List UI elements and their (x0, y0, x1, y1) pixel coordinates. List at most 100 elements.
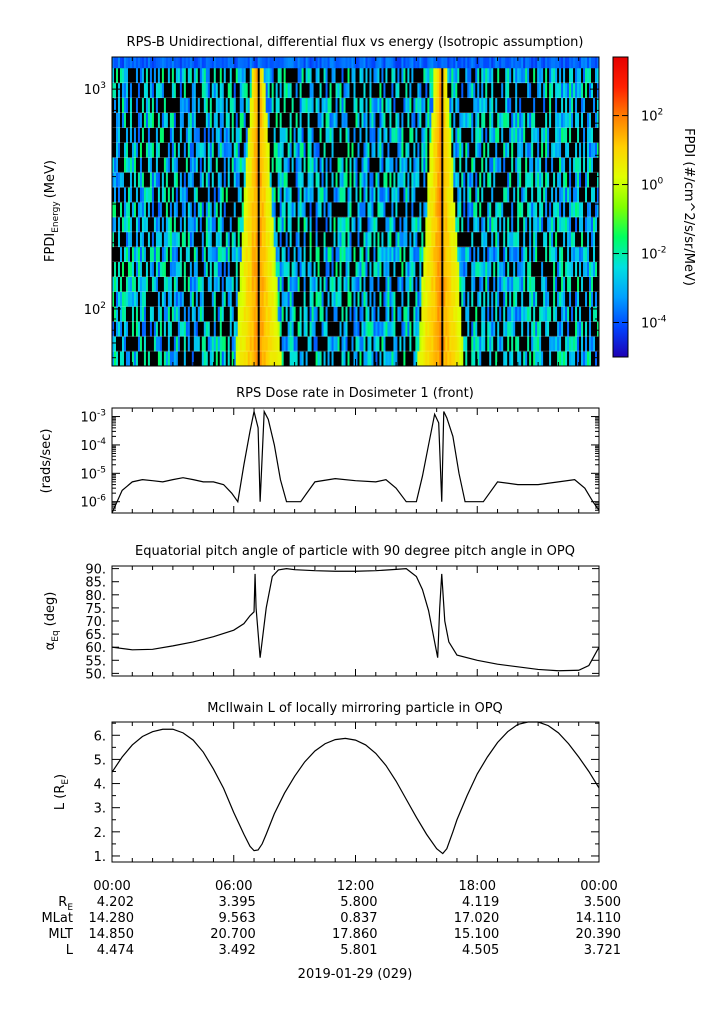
spectrogram-cell (239, 231, 243, 248)
spectrogram-cell (189, 261, 193, 277)
spectrogram-cell (251, 67, 255, 84)
spectrogram-cell (269, 291, 273, 307)
spectrogram-cell (585, 306, 588, 322)
spectrogram-cell (537, 172, 540, 188)
spectrogram-cell (333, 57, 336, 69)
spectrogram-cell (185, 321, 189, 337)
spectrogram-cell (457, 321, 460, 337)
spectrogram-cell (439, 291, 442, 307)
spectrogram-cell (535, 216, 538, 233)
spectrogram-cell (119, 172, 123, 188)
spectrogram-cell (239, 187, 243, 203)
spectrogram-cell (267, 321, 271, 337)
spectrogram-cell (477, 112, 480, 128)
spectrogram-cell (151, 82, 155, 99)
spectrogram-cell (387, 306, 390, 322)
spectrogram-cell (305, 202, 308, 218)
spectrogram-cell (233, 82, 237, 99)
spectrogram-cell (297, 67, 301, 84)
spectrogram-cell (249, 261, 253, 277)
spectrogram-cell (447, 336, 450, 352)
spectrogram-cell (459, 351, 462, 367)
spectrogram-cell (521, 157, 524, 173)
spectrogram-cell (353, 142, 356, 158)
spectrogram-cell (473, 157, 476, 173)
spectrogram-cell (287, 321, 291, 337)
spectrogram-cell (595, 291, 598, 307)
spectrogram-cell (581, 142, 584, 158)
spectrogram-cell (389, 261, 392, 277)
spectrogram-cell (239, 142, 243, 158)
spectrogram-cell (391, 187, 394, 203)
spectrogram-cell (173, 246, 177, 263)
spectrogram-cell (127, 142, 131, 158)
spectrogram-cell (395, 187, 398, 203)
spectrogram-cell (433, 172, 436, 188)
spectrogram-cell (203, 306, 207, 322)
spectrogram-cell (433, 202, 436, 218)
spectrogram-cell (115, 172, 119, 188)
spectrogram-cell (523, 276, 526, 292)
spectrogram-cell (569, 127, 572, 143)
spectrogram-cell (133, 187, 137, 203)
spectrogram-cell (249, 172, 253, 188)
spectrogram-cell (291, 82, 295, 99)
spectrogram-cell (445, 172, 448, 188)
spectrogram-cell (315, 246, 318, 263)
spectrogram-cell (151, 142, 155, 158)
spectrogram-cell (229, 112, 233, 128)
spectrogram-cell (371, 216, 374, 233)
spectrogram-cell (349, 67, 352, 84)
spectrogram-cell (285, 276, 289, 292)
spectrogram-cell (351, 127, 354, 143)
spectrogram-cell (215, 57, 219, 69)
spectrogram-cell (381, 172, 384, 188)
spectrogram-cell (413, 97, 416, 113)
spectrogram-cell (551, 142, 554, 158)
spectrogram-cell (527, 157, 530, 173)
spectrogram-cell (339, 216, 342, 233)
spectrogram-cell (181, 97, 185, 113)
spectrogram-cell (333, 127, 336, 143)
spectrogram-cell (313, 82, 316, 99)
spectrogram-cell (141, 157, 145, 173)
spectrogram-cell (365, 127, 368, 143)
spectrogram-cell (271, 57, 275, 69)
spectrogram-cell (231, 142, 235, 158)
spectrogram-cell (545, 216, 548, 233)
spectrogram-cell (229, 157, 233, 173)
spectrogram-cell (193, 142, 197, 158)
spectrogram-cell (541, 127, 544, 143)
spectrogram-cell (257, 336, 261, 352)
spectrogram-cell (425, 291, 428, 307)
spectrogram-cell (229, 291, 233, 307)
spectrogram-cell (253, 142, 257, 158)
spectrogram-cell (375, 321, 378, 337)
spectrogram-cell (403, 157, 406, 173)
spectrogram-cell (487, 276, 490, 292)
spectrogram-cell (317, 261, 320, 277)
spectrogram-cell (395, 306, 398, 322)
spectrogram-cell (285, 321, 289, 337)
spectrogram-cell (112, 82, 115, 99)
spectrogram-cell (181, 336, 185, 352)
spectrogram-cell (517, 261, 520, 277)
spectrogram-cell (117, 67, 121, 84)
spectrogram-cell (553, 321, 556, 337)
spectrogram-cell (555, 157, 558, 173)
spectrogram-cell (147, 336, 151, 352)
spectrogram-cell (253, 202, 257, 218)
spectrogram-cell (393, 97, 396, 113)
spectrogram-cell (407, 336, 410, 352)
spectrogram-cell (557, 336, 560, 352)
spectrogram-cell (565, 261, 568, 277)
spectrogram-cell (521, 336, 524, 352)
spectrogram-cell (389, 202, 392, 218)
spectrogram-cell (233, 336, 237, 352)
spectrogram-cell (407, 202, 410, 218)
spectrogram-cell (347, 142, 350, 158)
spectrogram-cell (351, 261, 354, 277)
spectrogram-cell (411, 142, 414, 158)
spectrogram-cell (243, 67, 247, 84)
spectrogram-cell (343, 336, 346, 352)
